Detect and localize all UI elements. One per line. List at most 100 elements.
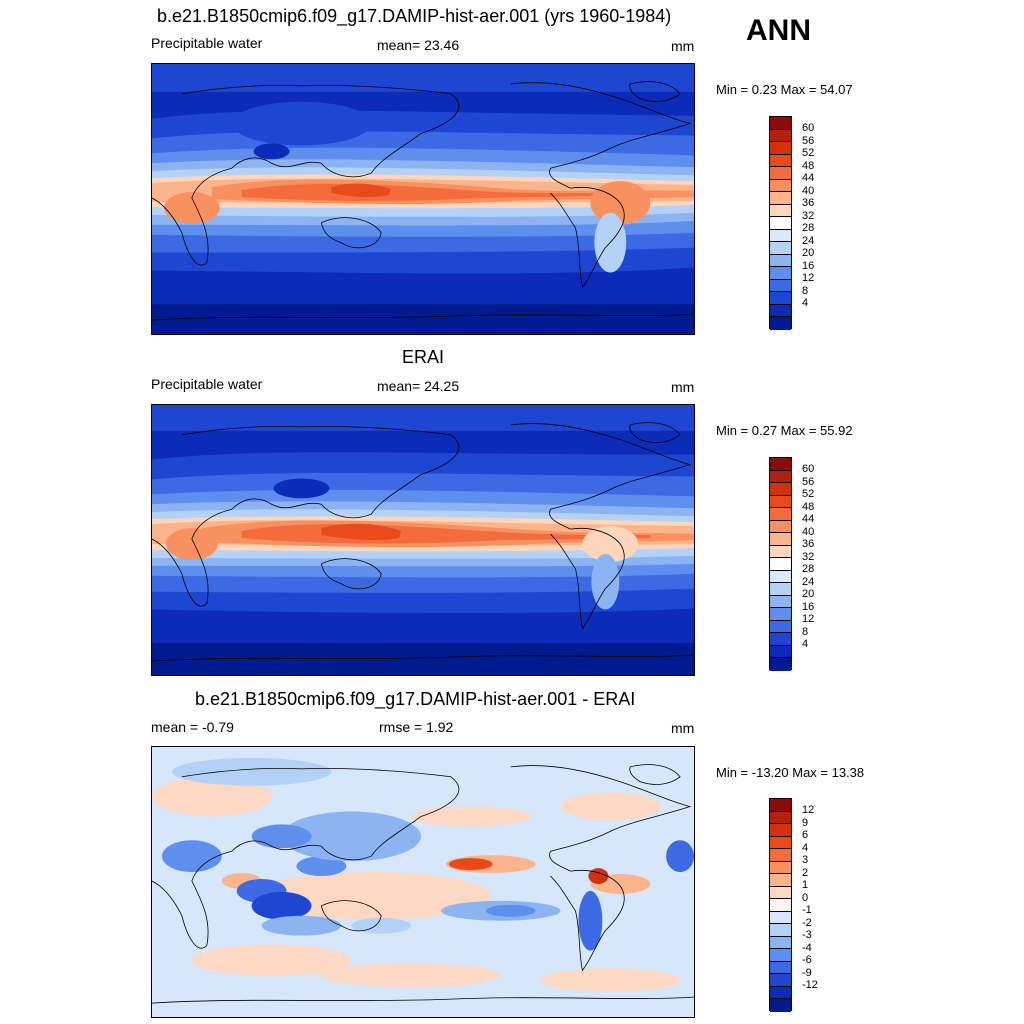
colorbar-tick-label: 4 [802, 841, 809, 854]
panel-1-mean-label: mean= 23.46 [377, 37, 460, 53]
colorbar-tick-label: -3 [802, 929, 812, 942]
panel-3-colorbar [769, 798, 792, 1012]
colorbar-tick-label: 24 [802, 575, 815, 588]
panel-1-minmax-label: Min = 0.23 Max = 54.07 [716, 82, 853, 97]
colorbar-swatch [770, 204, 791, 218]
panel-1-colorbar [769, 116, 792, 330]
colorbar-swatch [770, 317, 791, 330]
colorbar-tick-label: 8 [802, 625, 809, 638]
season-label: ANN [746, 14, 811, 47]
colorbar-tick-label: -2 [802, 916, 812, 929]
colorbar-tick-label: 52 [802, 488, 815, 501]
panel-1-variable-label: Precipitable water [151, 35, 263, 51]
colorbar-swatch [770, 936, 791, 950]
colorbar-swatch [770, 658, 791, 671]
colorbar-tick-label: -9 [802, 966, 812, 979]
colorbar-tick-label: 2 [802, 866, 809, 879]
colorbar-swatch [770, 142, 791, 155]
colorbar-swatch [770, 292, 791, 305]
colorbar-swatch [770, 911, 791, 925]
colorbar-tick-label: 12 [802, 804, 815, 817]
panel-3-units-label: mm [671, 720, 695, 736]
panel-1-map-field [152, 64, 694, 334]
colorbar-swatch [770, 129, 791, 143]
colorbar-swatch [770, 595, 791, 609]
colorbar-swatch [770, 304, 791, 318]
colorbar-swatch [770, 645, 791, 659]
panel-2-minmax-label: Min = 0.27 Max = 55.92 [716, 423, 853, 438]
colorbar-tick-label: 56 [802, 475, 815, 488]
colorbar-tick-label: 48 [802, 500, 815, 513]
panel-3-map [151, 746, 695, 1018]
colorbar-swatch [770, 974, 791, 987]
colorbar-swatch [770, 558, 791, 571]
colorbar-tick-label: 32 [802, 209, 815, 222]
colorbar-tick-label: 16 [802, 600, 815, 613]
colorbar-swatch [770, 229, 791, 243]
colorbar-swatch [770, 811, 791, 825]
colorbar-swatch [770, 961, 791, 975]
colorbar-tick-label: 56 [802, 134, 815, 147]
colorbar-swatch [770, 167, 791, 180]
colorbar-swatch [770, 242, 791, 255]
panel-2-mean-label: mean= 24.25 [377, 378, 460, 394]
colorbar-tick-label: 44 [802, 513, 815, 526]
colorbar-swatch [770, 520, 791, 534]
colorbar-tick-label: 4 [802, 297, 809, 310]
colorbar-swatch [770, 949, 791, 962]
colorbar-tick-label: 28 [802, 222, 815, 235]
colorbar-swatch [770, 545, 791, 559]
colorbar-tick-label: 0 [802, 891, 809, 904]
colorbar-swatch [770, 999, 791, 1012]
panel-3-rmse-label: rmse = 1.92 [379, 719, 454, 735]
colorbar-swatch [770, 495, 791, 509]
colorbar-tick-label: 36 [802, 197, 815, 210]
panel-2-map [151, 404, 695, 676]
colorbar-swatch [770, 267, 791, 280]
colorbar-tick-label: 20 [802, 247, 815, 260]
colorbar-swatch [770, 924, 791, 937]
colorbar-tick-label: 52 [802, 147, 815, 160]
colorbar-tick-label: 28 [802, 563, 815, 576]
colorbar-swatch [770, 620, 791, 634]
colorbar-swatch [770, 254, 791, 268]
colorbar-tick-label: 4 [802, 638, 809, 651]
colorbar-tick-label: -6 [802, 954, 812, 967]
colorbar-tick-label: -12 [802, 979, 818, 992]
panel-2-units-label: mm [671, 379, 695, 395]
colorbar-tick-label: 12 [802, 613, 815, 626]
colorbar-swatch [770, 824, 791, 837]
colorbar-tick-label: -4 [802, 941, 812, 954]
colorbar-swatch [770, 533, 791, 546]
colorbar-swatch [770, 899, 791, 912]
colorbar-swatch [770, 633, 791, 646]
colorbar-tick-label: 8 [802, 284, 809, 297]
colorbar-swatch [770, 799, 791, 812]
colorbar-swatch [770, 279, 791, 293]
colorbar-tick-label: 36 [802, 538, 815, 551]
colorbar-swatch [770, 874, 791, 887]
colorbar-swatch [770, 986, 791, 1000]
colorbar-tick-label: 24 [802, 234, 815, 247]
panel-2-colorbar [769, 457, 792, 671]
colorbar-swatch [770, 217, 791, 230]
panel-2-map-field [152, 405, 694, 675]
panel-3-title: b.e21.B1850cmip6.f09_g17.DAMIP-hist-aer.… [195, 689, 636, 709]
colorbar-tick-label: 60 [802, 122, 815, 135]
colorbar-tick-label: -1 [802, 904, 812, 917]
colorbar-tick-label: 1 [802, 879, 809, 892]
colorbar-tick-label: 20 [802, 588, 815, 601]
panel-1-title: b.e21.B1850cmip6.f09_g17.DAMIP-hist-aer.… [157, 6, 672, 26]
panel-3-minmax-label: Min = -13.20 Max = 13.38 [716, 765, 865, 780]
panel-3-mean-label: mean = -0.79 [151, 719, 234, 735]
colorbar-tick-label: 9 [802, 816, 809, 829]
colorbar-tick-label: 48 [802, 159, 815, 172]
colorbar-tick-label: 40 [802, 525, 815, 538]
panel-1-units-label: mm [671, 38, 695, 54]
colorbar-tick-label: 60 [802, 463, 815, 476]
colorbar-tick-label: 3 [802, 854, 809, 867]
colorbar-swatch [770, 117, 791, 130]
panel-3-map-field [152, 747, 694, 1017]
colorbar-swatch [770, 179, 791, 193]
colorbar-tick-label: 44 [802, 172, 815, 185]
